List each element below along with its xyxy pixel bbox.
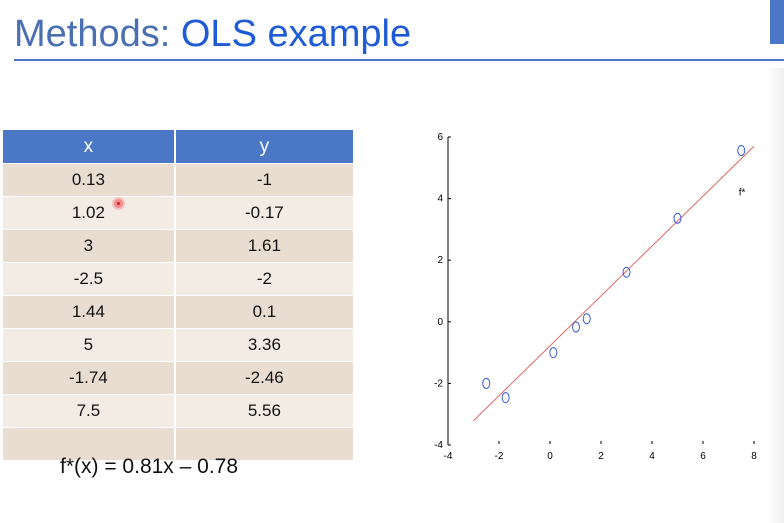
cell-y bbox=[173, 427, 353, 460]
plot-axes: -4 -2 0 2 4 6 -4 -2 0 2 4 6 8 bbox=[434, 132, 757, 462]
pointer-highlight-icon bbox=[114, 199, 123, 208]
cell-x: 7.5 bbox=[3, 394, 174, 427]
table-row: -2.5 -2 bbox=[3, 262, 353, 295]
cell-x: 0.13 bbox=[3, 163, 174, 196]
cell-x: 5 bbox=[3, 328, 174, 361]
cell-y: 5.56 bbox=[173, 394, 353, 427]
slide-title: Methods: OLS example bbox=[14, 10, 411, 58]
data-point bbox=[673, 212, 682, 224]
data-point bbox=[501, 392, 510, 404]
cell-y: 0.1 bbox=[173, 295, 353, 328]
x-tick-label: 0 bbox=[547, 451, 553, 462]
x-tick-label: -2 bbox=[495, 451, 504, 462]
corner-accent-block bbox=[770, 0, 784, 44]
table-row: 0.13 -1 bbox=[3, 163, 353, 196]
x-tick-label: 2 bbox=[598, 451, 604, 462]
data-point bbox=[622, 266, 631, 278]
data-point bbox=[549, 347, 558, 359]
cell-x: 3 bbox=[3, 229, 174, 262]
table-row: 5 3.36 bbox=[3, 328, 353, 361]
data-table: x y 0.13 -1 1.02 -0.17 3 1.61 -2.5 -2 1.… bbox=[3, 130, 353, 460]
cell-y: -2.46 bbox=[173, 361, 353, 394]
fit-line-label: f* bbox=[739, 188, 746, 199]
y-tick-label: 2 bbox=[437, 255, 443, 266]
slide-title-prefix: Methods: bbox=[14, 13, 181, 55]
y-tick-label: 6 bbox=[437, 132, 443, 143]
x-tick-label: 6 bbox=[700, 451, 706, 462]
data-point bbox=[737, 145, 746, 157]
cell-x bbox=[3, 427, 174, 460]
y-tick-label: -4 bbox=[434, 440, 443, 451]
table-row: 3 1.61 bbox=[3, 229, 353, 262]
slide-title-main: OLS example bbox=[180, 13, 412, 55]
data-point bbox=[572, 321, 581, 333]
table-row: -1.74 -2.46 bbox=[3, 361, 353, 394]
x-tick-label: 8 bbox=[751, 451, 757, 462]
cell-y: -1 bbox=[173, 163, 353, 196]
cell-y: -0.17 bbox=[173, 196, 353, 229]
y-tick-label: -2 bbox=[434, 378, 443, 389]
data-point bbox=[482, 377, 491, 389]
cell-y: -2 bbox=[173, 262, 353, 295]
cell-x: 1.44 bbox=[3, 295, 174, 328]
y-tick-label: 4 bbox=[437, 194, 443, 205]
cell-x: -2.5 bbox=[3, 262, 174, 295]
table-row: 7.5 5.56 bbox=[3, 394, 353, 427]
table-row: 1.44 0.1 bbox=[3, 295, 353, 328]
table-row bbox=[3, 427, 353, 460]
data-points-group bbox=[482, 145, 746, 404]
table-header-row: x y bbox=[3, 130, 353, 163]
annotation-group: f* bbox=[739, 188, 746, 199]
title-divider bbox=[14, 59, 784, 61]
scatter-plot: -4 -2 0 2 4 6 -4 -2 0 2 4 6 8 f* bbox=[434, 132, 757, 462]
cell-x: 1.02 bbox=[3, 196, 174, 229]
table-row: 1.02 -0.17 bbox=[3, 196, 353, 229]
cell-x: -1.74 bbox=[3, 361, 174, 394]
x-tick-label: 4 bbox=[649, 451, 655, 462]
cell-y: 1.61 bbox=[173, 229, 353, 262]
column-header-y: y bbox=[173, 130, 353, 163]
fit-line-group bbox=[473, 145, 755, 422]
fit-line bbox=[473, 145, 755, 422]
y-tick-label: 0 bbox=[437, 317, 443, 328]
x-tick-label: -4 bbox=[444, 451, 453, 462]
data-point bbox=[582, 313, 591, 325]
cell-y: 3.36 bbox=[173, 328, 353, 361]
regression-equation: f*(x) = 0.81x – 0.78 bbox=[60, 455, 239, 478]
column-header-x: x bbox=[3, 130, 174, 163]
right-edge-strip bbox=[766, 68, 784, 523]
